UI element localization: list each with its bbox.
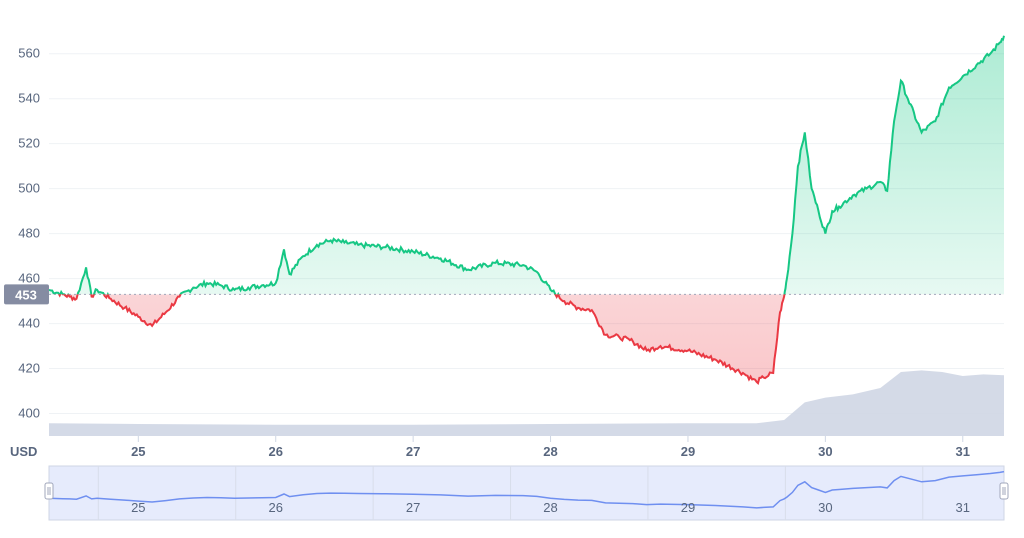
currency-label: USD [10,444,37,459]
y-tick-label-540: 540 [18,91,40,106]
x-tick-label-28: 28 [543,444,557,459]
navigator-tick-label-29: 29 [681,500,695,515]
y-tick-label-520: 520 [18,136,40,151]
baseline-badge-bg [4,284,49,305]
navigator[interactable]: 25 26 27 28 29 30 31 [44,465,1009,521]
y-tick-label-420: 420 [18,361,40,376]
navigator-tick-label-30: 30 [818,500,832,515]
navigator-line [48,470,1005,509]
navigator-right-handle[interactable] [999,482,1009,500]
y-axis-ticks: 400 420 440 460 480 500 520 540 560 [18,46,40,421]
navigator-window[interactable] [48,465,1005,521]
x-tick-label-31: 31 [956,444,970,459]
x-tick-label-27: 27 [406,444,420,459]
baseline-badge: 453 [4,284,49,305]
x-tick-label-25: 25 [131,444,145,459]
area-below-baseline [59,294,785,384]
y-tick-label-460: 460 [18,271,40,286]
y-tick-label-480: 480 [18,226,40,241]
x-axis-ticks: 25 26 27 28 29 30 31 [131,444,970,459]
x-tick-label-26: 26 [268,444,282,459]
navigator-tick-label-28: 28 [543,500,557,515]
y-tick-label-560: 560 [18,46,40,61]
price-line [48,35,1005,386]
navigator-left-handle[interactable] [44,482,54,500]
volume-fill [49,370,1004,436]
volume-area [49,370,1004,436]
price-area [49,35,1004,384]
navigator-tick-label-25: 25 [131,500,145,515]
baseline-badge-label: 453 [15,287,37,302]
x-tick-label-29: 29 [681,444,695,459]
grid-lines [49,53,1004,442]
navigator-tick-label-26: 26 [268,500,282,515]
y-tick-label-440: 440 [18,316,40,331]
navigator-tick-label-31: 31 [956,500,970,515]
area-above-baseline [49,35,1004,295]
y-tick-label-400: 400 [18,406,40,421]
price-line-up [48,35,1005,295]
y-tick-label-500: 500 [18,181,40,196]
navigator-tick-label-27: 27 [406,500,420,515]
x-tick-label-30: 30 [818,444,832,459]
